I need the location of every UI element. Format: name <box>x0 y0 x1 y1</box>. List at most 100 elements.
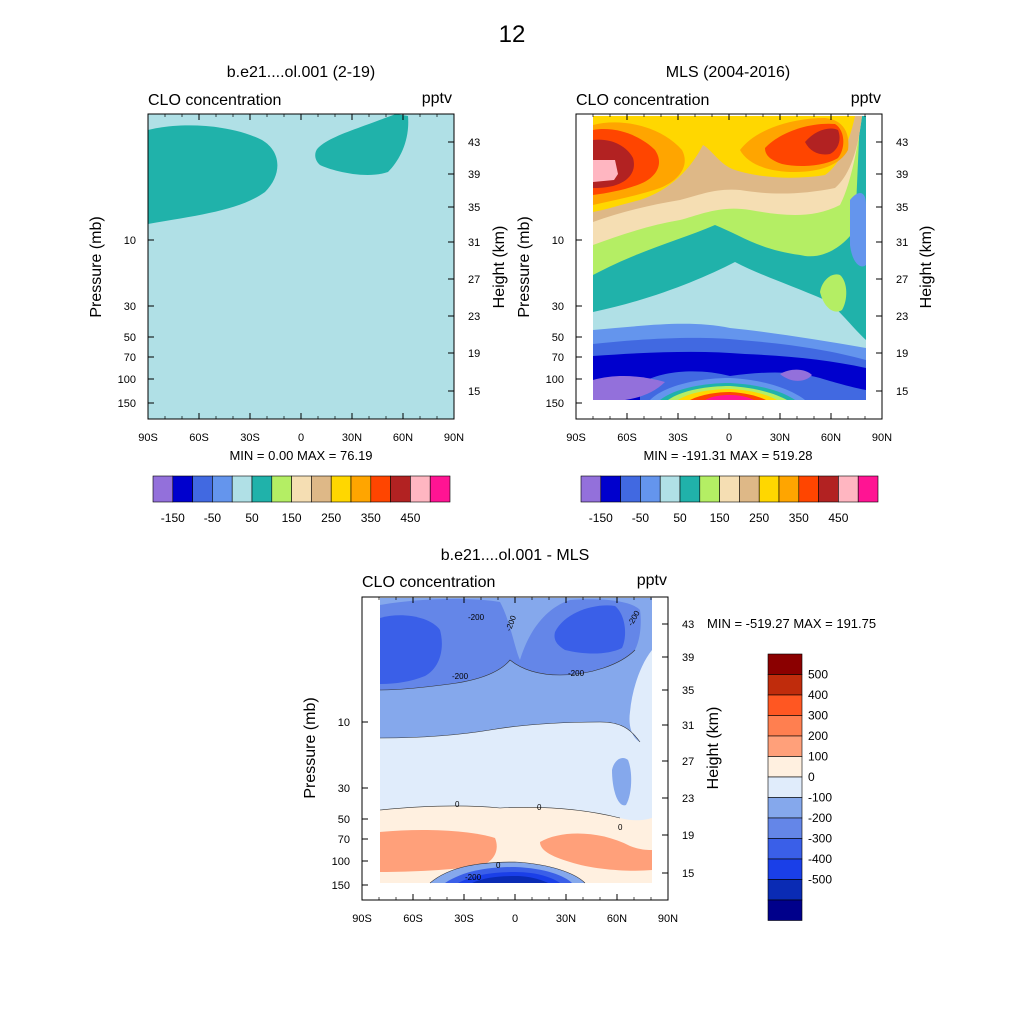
colorbar-label: -500 <box>808 873 832 887</box>
colorbar-swatch <box>370 475 391 503</box>
x-tick-label: 0 <box>726 432 732 444</box>
panel-model-colorbar: -150 -50 50 150 250 350 450 <box>152 475 451 525</box>
y-right-tick-label: 23 <box>468 311 480 323</box>
x-tick-label: 90S <box>352 913 372 925</box>
panel-mls-band-firebrick-r <box>805 128 840 155</box>
contour-label: 0 <box>537 803 542 812</box>
panel-diff-contour-lines <box>379 649 641 884</box>
panel-model-right-string: pptv <box>422 90 452 107</box>
y-right-tick-label: 23 <box>896 311 908 323</box>
panel-mls-band-pink <box>593 160 618 182</box>
x-tick-label: 30S <box>668 432 688 444</box>
colorbar-swatch <box>767 674 803 696</box>
panel-mls-ring-6 <box>705 395 754 400</box>
colorbar-swatch <box>739 475 760 503</box>
panel-model-field-high-left <box>148 125 278 224</box>
panel-model-left-string: CLO concentration <box>148 92 281 109</box>
colorbar-swatch <box>659 475 681 503</box>
panel-diff-title: b.e21....ol.001 - MLS <box>441 547 590 564</box>
panel-mls-band-purple-r <box>780 369 812 381</box>
x-tick-label: 60N <box>821 432 841 444</box>
y-right-tick-label: 15 <box>682 868 694 880</box>
y-tick-label: 30 <box>338 783 350 795</box>
y-right-tick-label: 19 <box>682 830 694 842</box>
y-right-tick-label: 35 <box>896 202 908 214</box>
panel-model-ylabel-right: Height (km) <box>491 226 508 309</box>
x-tick-label: 90N <box>872 432 892 444</box>
colorbar-label: -300 <box>808 832 832 846</box>
colorbar-swatch <box>429 475 451 503</box>
y-right-tick-label: 31 <box>468 237 480 249</box>
y-right-tick-label: 27 <box>682 756 694 768</box>
y-tick-label: 30 <box>124 301 136 313</box>
x-tick-label: 0 <box>298 432 304 444</box>
colorbar-swatch <box>767 838 803 860</box>
contour-label: 0 <box>455 800 460 809</box>
colorbar-swatch <box>838 475 859 503</box>
y-right-tick-label: 43 <box>896 137 908 149</box>
colorbar-label: -50 <box>204 511 222 525</box>
contour-label: 0 <box>496 861 501 870</box>
colorbar-swatch <box>767 776 803 798</box>
x-tick-label: 60S <box>617 432 637 444</box>
panel-mls-band-cornflower-r <box>850 193 866 267</box>
y-tick-label: 10 <box>124 235 136 247</box>
colorbar-swatch <box>620 475 641 503</box>
colorbar-label: 500 <box>808 668 828 682</box>
colorbar-swatch <box>818 475 839 503</box>
y-tick-label: 100 <box>546 374 564 386</box>
y-right-tick-label: 19 <box>468 348 480 360</box>
panel-mls-colorbar: -150 -50 50 150 250 350 450 <box>580 475 879 525</box>
colorbar-label: 300 <box>808 709 828 723</box>
y-right-tick-label: 35 <box>682 685 694 697</box>
panel-diff-lobe <box>612 758 632 806</box>
x-tick-label: 90S <box>566 432 586 444</box>
y-right-tick-label: 39 <box>468 169 480 181</box>
y-right-tick-label: 27 <box>468 274 480 286</box>
colorbar-label: 250 <box>749 511 769 525</box>
colorbar-swatch <box>767 756 803 778</box>
colorbar-swatch <box>857 475 879 503</box>
contour-label: -200 <box>468 613 485 622</box>
x-tick-label: 90N <box>658 913 678 925</box>
colorbar-label: 100 <box>808 750 828 764</box>
x-tick-label: 30N <box>556 913 576 925</box>
panel-mls-ylabel: Pressure (mb) <box>516 216 533 317</box>
panel-diff-band-100-pos-l <box>380 830 497 872</box>
colorbar-swatch <box>798 475 819 503</box>
colorbar-swatch <box>231 475 253 503</box>
colorbar-label: -50 <box>632 511 650 525</box>
colorbar-swatch <box>251 475 273 503</box>
x-tick-label: 60N <box>393 432 413 444</box>
colorbar-swatch <box>640 475 661 503</box>
y-right-tick-label: 15 <box>468 386 480 398</box>
panel-model-plot <box>147 113 455 420</box>
colorbar-swatch <box>390 475 411 503</box>
panel-diff: b.e21....ol.001 - MLS CLO concentration … <box>302 547 876 925</box>
y-tick-label: 10 <box>338 717 350 729</box>
x-tick-label: 60N <box>607 913 627 925</box>
panel-diff-band-300-r <box>554 605 626 654</box>
colorbar-swatch <box>767 858 803 880</box>
panel-model-ylabel: Pressure (mb) <box>88 216 105 317</box>
colorbar-swatch <box>172 475 193 503</box>
x-tick-label: 60S <box>189 432 209 444</box>
colorbar-label: 450 <box>400 511 420 525</box>
colorbar-label: -150 <box>161 511 185 525</box>
colorbar-swatch <box>699 475 720 503</box>
y-right-tick-label: 27 <box>896 274 908 286</box>
contour-label: -200 <box>465 873 482 882</box>
y-tick-label: 30 <box>552 301 564 313</box>
panel-diff-band-100-pos-r <box>540 833 652 871</box>
y-tick-label: 10 <box>552 235 564 247</box>
panel-model-title: b.e21....ol.001 (2-19) <box>227 64 376 81</box>
y-right-tick-label: 15 <box>896 386 908 398</box>
y-right-tick-label: 19 <box>896 348 908 360</box>
y-tick-label: 100 <box>332 856 350 868</box>
colorbar-label: -100 <box>808 791 832 805</box>
colorbar-swatch <box>350 475 372 503</box>
colorbar-swatch <box>767 797 803 819</box>
panel-mls: MLS (2004-2016) CLO concentration pptv <box>516 64 935 525</box>
page-title: 12 <box>499 21 526 48</box>
